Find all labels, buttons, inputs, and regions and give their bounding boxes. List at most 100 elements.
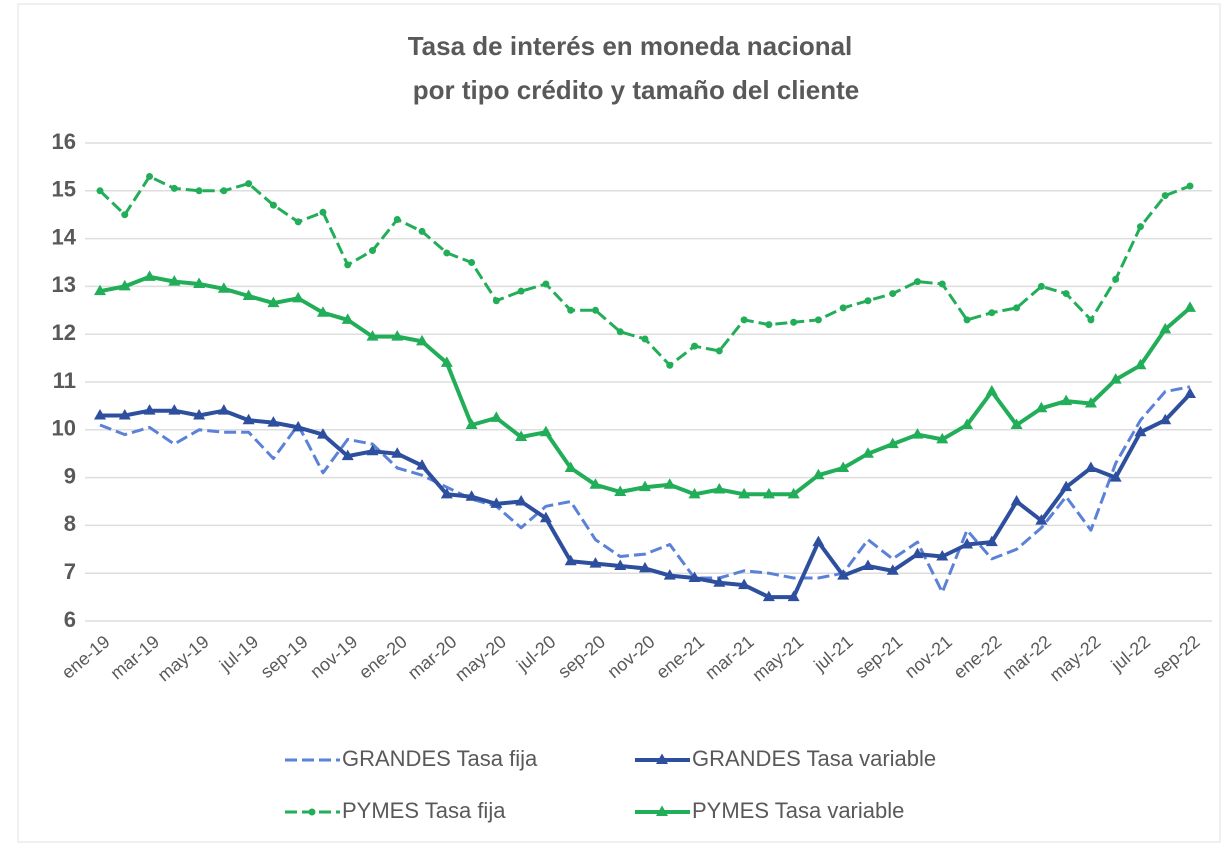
marker — [341, 449, 354, 461]
marker — [787, 590, 800, 602]
marker — [886, 564, 899, 575]
marker — [641, 335, 649, 343]
marker — [589, 557, 602, 568]
marker — [465, 490, 478, 501]
marker — [614, 485, 627, 496]
marker — [938, 280, 946, 288]
marker — [369, 247, 376, 255]
chart-title: por tipo crédito y tamaño del cliente — [413, 75, 859, 105]
marker — [96, 187, 104, 195]
legend-label: GRANDES Tasa fija — [342, 746, 538, 771]
marker — [515, 495, 528, 506]
marker — [490, 497, 503, 508]
marker — [1112, 275, 1120, 283]
marker — [688, 487, 701, 499]
legend-label: PYMES Tasa variable — [692, 798, 904, 823]
marker — [1184, 387, 1196, 398]
marker — [440, 487, 453, 499]
marker — [492, 297, 500, 305]
marker — [294, 218, 302, 226]
marker — [1035, 401, 1048, 413]
legend-label: GRANDES Tasa variable — [692, 746, 936, 771]
marker — [936, 432, 949, 444]
y-tick-label: 16 — [52, 129, 76, 154]
marker — [1109, 373, 1122, 384]
legend-marker — [656, 753, 668, 764]
marker — [121, 211, 129, 219]
marker — [961, 538, 974, 549]
marker — [963, 316, 971, 324]
marker — [416, 334, 429, 346]
marker — [1084, 461, 1097, 473]
marker — [542, 280, 550, 288]
marker — [1159, 413, 1172, 425]
marker — [589, 478, 602, 489]
marker — [269, 201, 277, 209]
marker — [267, 296, 280, 308]
marker — [170, 184, 178, 192]
marker — [1060, 394, 1073, 406]
marker — [391, 447, 404, 458]
marker — [861, 559, 874, 571]
marker — [490, 411, 503, 422]
marker — [1010, 495, 1023, 506]
marker — [738, 578, 751, 590]
marker — [616, 328, 624, 336]
marker — [814, 316, 822, 324]
marker — [911, 428, 924, 439]
y-tick-label: 12 — [52, 320, 76, 345]
marker — [639, 561, 651, 573]
marker — [168, 404, 181, 415]
marker — [319, 208, 327, 216]
marker — [366, 444, 379, 456]
marker — [738, 487, 751, 499]
legend-label: PYMES Tasa fija — [342, 798, 506, 823]
marker — [1013, 304, 1021, 312]
marker — [1109, 471, 1122, 482]
marker — [1037, 282, 1045, 290]
marker — [911, 547, 924, 559]
marker — [839, 304, 847, 312]
marker — [1184, 301, 1196, 312]
marker — [1159, 322, 1172, 334]
marker — [1134, 425, 1147, 437]
marker — [220, 187, 228, 195]
marker — [1035, 514, 1048, 525]
y-tick-label: 13 — [52, 272, 76, 297]
marker — [539, 425, 552, 437]
marker — [691, 342, 699, 350]
marker — [988, 309, 996, 317]
marker — [1186, 182, 1194, 190]
y-tick-label: 6 — [64, 607, 76, 632]
marker — [688, 571, 701, 582]
marker — [195, 187, 203, 195]
y-tick-label: 10 — [52, 416, 76, 441]
marker — [985, 535, 998, 547]
marker — [217, 404, 230, 415]
marker — [344, 261, 352, 269]
marker — [591, 306, 599, 314]
y-tick-label: 7 — [64, 559, 76, 584]
marker — [393, 215, 401, 223]
legend-marker — [308, 808, 316, 816]
marker — [146, 172, 154, 180]
marker — [715, 347, 723, 355]
marker — [292, 420, 305, 432]
marker — [567, 306, 575, 314]
y-tick-label: 9 — [64, 463, 76, 488]
y-tick-label: 11 — [53, 368, 76, 393]
marker — [889, 290, 897, 298]
marker — [666, 361, 674, 369]
marker — [292, 291, 305, 303]
chart-border — [17, 3, 1221, 843]
marker — [193, 277, 206, 289]
marker — [316, 306, 329, 317]
marker — [787, 487, 800, 499]
marker — [539, 511, 552, 523]
chart-title: Tasa de interés en moneda nacional — [408, 31, 853, 61]
marker — [812, 535, 825, 547]
marker — [936, 549, 949, 561]
marker — [864, 297, 872, 305]
